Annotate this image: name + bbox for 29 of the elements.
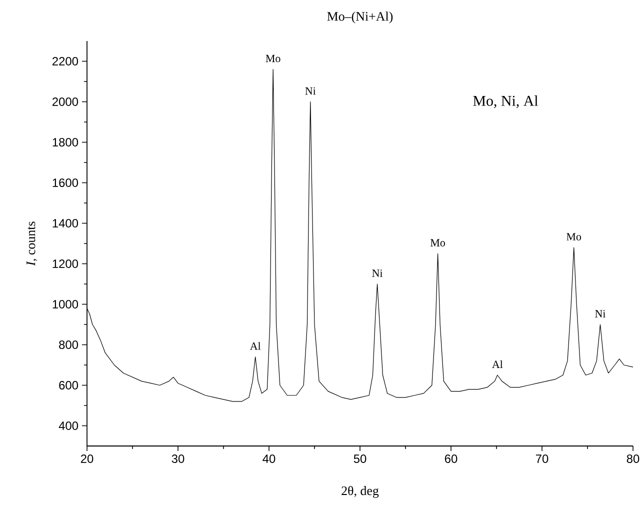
y-tick-label: 400 <box>58 422 78 430</box>
x-tick-label: 50 <box>354 454 366 463</box>
y-tick-label: 800 <box>59 340 78 349</box>
annotation: Mo <box>566 233 582 240</box>
x-tick-label: 40 <box>262 454 276 463</box>
x-tick-label: 60 <box>444 454 458 463</box>
y-tick-label: 1600 <box>52 178 78 187</box>
y-tick-label: 1800 <box>52 138 78 146</box>
annotation: Ni <box>305 87 316 95</box>
y-tick-label: 2200 <box>52 57 78 66</box>
y-tick-label: 1400 <box>52 219 78 228</box>
annotation: Ni <box>595 310 606 318</box>
x-tick-label: 20 <box>80 454 94 463</box>
chart-title: Mo–(Ni+Al) <box>327 12 393 24</box>
annotation: Al <box>250 342 261 350</box>
x-axis-title: 2θ, deg <box>342 486 379 498</box>
x-tick-label: 80 <box>626 454 640 463</box>
y-tick-label: 1200 <box>52 260 78 268</box>
y-tick-label: 2000 <box>52 98 78 106</box>
x-tick-label: 70 <box>536 454 548 463</box>
y-tick-label: 1000 <box>52 300 78 308</box>
x-tick-label: 30 <box>172 454 184 463</box>
y-axis-title: I, counts <box>26 222 38 266</box>
annotation: Mo, Ni, Al <box>473 95 538 108</box>
y-tick-label: 600 <box>59 381 78 390</box>
annotation: Mo <box>430 239 445 246</box>
annotation: Ni <box>372 270 383 277</box>
annotation: Mo <box>266 54 280 62</box>
annotation: Al <box>492 360 503 368</box>
